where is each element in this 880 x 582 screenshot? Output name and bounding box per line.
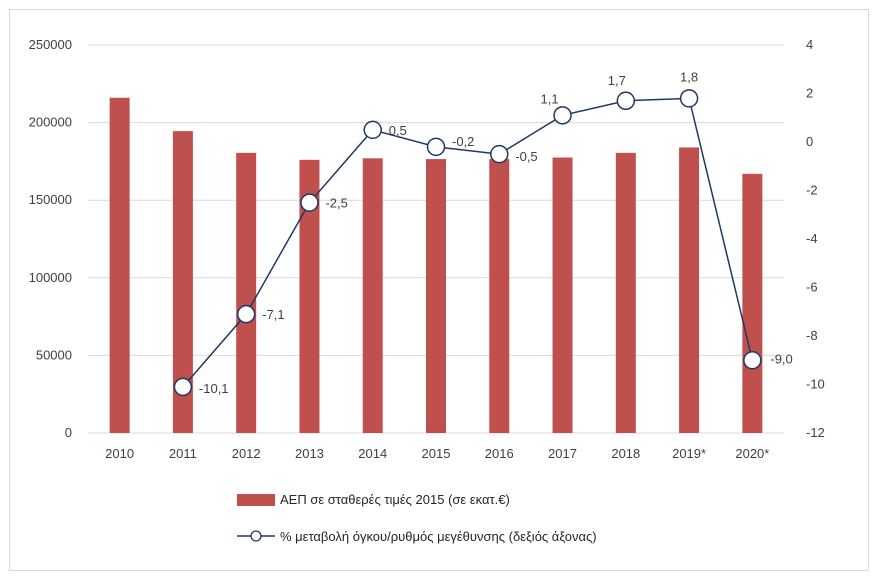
y-left-tick-label: 0 (65, 425, 72, 440)
data-label: -0,2 (452, 134, 474, 149)
legend-bar-swatch (237, 494, 275, 506)
y-left-tick-label: 200000 (29, 115, 72, 130)
x-tick-label: 2017 (548, 446, 577, 461)
bar (679, 147, 700, 433)
y-right-tick-label: -4 (806, 231, 818, 246)
x-tick-label: 2011 (169, 446, 197, 461)
bar (299, 159, 320, 433)
data-label: 0,5 (389, 123, 407, 138)
x-tick-label: 2013 (295, 446, 324, 461)
y-right-tick-label: -6 (806, 280, 818, 295)
data-label: -9,0 (770, 351, 792, 366)
right-axis-ticks: -12 -10 -8 -6 -4 -2 0 2 4 (806, 37, 825, 440)
x-tick-label: 2016 (485, 446, 514, 461)
y-right-tick-label: -8 (806, 328, 818, 343)
data-label: 1,1 (541, 91, 559, 106)
line-marker (426, 137, 446, 157)
line-marker (616, 91, 636, 111)
bar (426, 159, 446, 433)
x-tick-label: 2015 (422, 446, 451, 461)
legend-line-label: % μεταβολή όγκου/ρυθμός μεγέθυνσης (δεξι… (280, 529, 597, 544)
y-right-tick-label: -2 (806, 183, 818, 198)
line-marker (236, 304, 256, 324)
bar (615, 152, 636, 433)
chart-frame: 0 50000 100000 150000 200000 250000 -12 -10 -8-… (9, 9, 869, 571)
y-left-tick-label: 100000 (29, 270, 72, 285)
data-label: -7,1 (262, 307, 284, 322)
x-tick-label: 2020* (735, 446, 769, 461)
line-marker (173, 377, 193, 397)
growth-line (182, 97, 754, 388)
growth-markers (173, 89, 762, 397)
bar-series (109, 97, 763, 434)
legend-bar-label: ΑΕΠ σε σταθερές τιμές 2015 (σε εκατ.€) (280, 492, 510, 507)
line-marker (743, 351, 762, 370)
data-label: 1,8 (680, 69, 698, 84)
x-axis-ticks: 2010 2011 2012 2013 2014 2015 2016 2017 2018 2019… (105, 446, 769, 461)
data-label: -0,5 (515, 149, 537, 164)
bar (742, 173, 763, 434)
bar (109, 97, 130, 433)
y-right-tick-label: 2 (806, 86, 813, 101)
line-marker (679, 89, 699, 108)
bar (489, 159, 510, 433)
y-left-tick-label: 250000 (29, 37, 72, 52)
x-tick-label: 2019* (672, 446, 706, 461)
y-right-tick-label: -12 (806, 425, 825, 440)
data-label: -10,1 (199, 381, 229, 396)
x-tick-label: 2018 (611, 446, 640, 461)
x-tick-label: 2012 (232, 446, 261, 461)
bar (552, 157, 573, 433)
line-marker (490, 144, 509, 164)
y-left-tick-label: 50000 (36, 347, 72, 362)
x-tick-label: 2014 (358, 446, 387, 461)
left-axis-ticks: 0 50000 100000 150000 200000 250000 (29, 37, 72, 440)
y-left-tick-label: 150000 (29, 192, 72, 207)
bar (172, 131, 193, 434)
data-label: -2,5 (325, 196, 347, 211)
legend-marker-swatch (250, 530, 262, 542)
legend: ΑΕΠ σε σταθερές τιμές 2015 (σε εκατ.€) %… (237, 492, 597, 544)
bar (236, 152, 257, 433)
data-label: 1,7 (608, 73, 626, 88)
y-right-tick-label: 4 (806, 37, 813, 52)
y-right-tick-label: 0 (806, 134, 813, 149)
y-right-tick-label: -10 (806, 377, 825, 392)
line-marker (300, 193, 319, 212)
data-labels: -10,1 -7,1 -2,5 0,5 -0,2 -0,5 1,1 1,7 1,8 -9,0 (199, 69, 793, 396)
x-tick-label: 2010 (105, 446, 134, 461)
bar (362, 158, 383, 433)
line-marker (363, 120, 382, 140)
line-marker (553, 106, 572, 125)
